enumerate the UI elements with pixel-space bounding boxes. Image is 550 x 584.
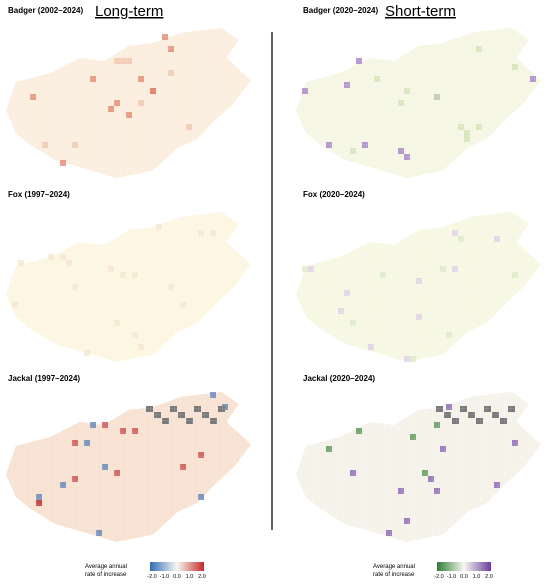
column-header: Long-term: [95, 3, 163, 20]
panel-title: Fox (2020–2024): [303, 190, 365, 199]
grid-cell: [162, 34, 168, 40]
legend-tick: -2.0: [434, 574, 443, 580]
legend-tick: 1.0: [186, 574, 194, 580]
grid-overlay: [6, 392, 251, 542]
legend-tick: 2.0: [485, 574, 493, 580]
grid-overlay: [296, 212, 541, 362]
legend-title: rate of increase: [373, 572, 415, 578]
column-header: Short-term: [385, 3, 456, 20]
legend-title: Average annual: [373, 564, 415, 570]
legend-title: Average annual: [85, 564, 127, 570]
legend-tick: -1.0: [160, 574, 169, 580]
panel-title: Fox (1997–2024): [8, 190, 70, 199]
grid-overlay: [6, 28, 251, 178]
colorbar: [150, 562, 204, 571]
grid-overlay: [296, 392, 541, 542]
panel-title: Badger (2002–2024): [8, 6, 83, 15]
legend-tick: -1.0: [447, 574, 456, 580]
legend-tick: -2.0: [147, 574, 156, 580]
legend-tick: 1.0: [473, 574, 481, 580]
legend-tick: 2.0: [198, 574, 206, 580]
panel-title: Jackal (1997–2024): [8, 374, 80, 383]
grid-cell: [356, 58, 362, 64]
colorbar: [437, 562, 491, 571]
panel-title: Badger (2020–2024): [303, 6, 378, 15]
maps: [6, 28, 541, 542]
panel-title: Jackal (2020–2024): [303, 374, 375, 383]
grid-cell: [60, 160, 66, 166]
grid-cell: [18, 260, 24, 266]
legend-tick: 0.0: [460, 574, 468, 580]
grid-overlay: [296, 28, 541, 178]
legend-tick: 0.0: [173, 574, 181, 580]
legend-title: rate of increase: [85, 572, 127, 578]
grid-overlay: [6, 212, 251, 362]
